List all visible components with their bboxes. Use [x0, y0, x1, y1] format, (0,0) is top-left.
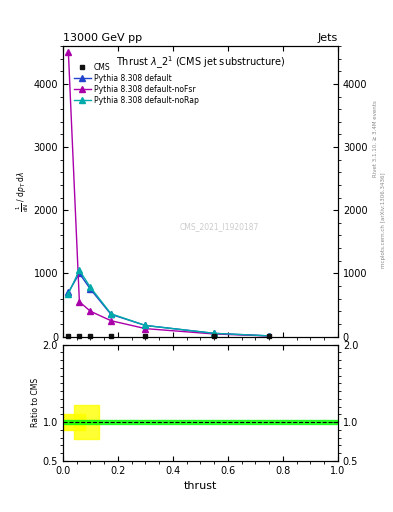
Pythia 8.308 default [143, 323, 148, 329]
CMS [143, 333, 148, 339]
Line: Pythia 8.308 default-noRap: Pythia 8.308 default-noRap [66, 267, 272, 338]
Pythia 8.308 default [108, 311, 114, 317]
Pythia 8.308 default-noFsr [88, 308, 93, 314]
Y-axis label: $\mathrm{\frac{1}{dN}}$ / $\mathrm{d}p_T\,\mathrm{d}\lambda$: $\mathrm{\frac{1}{dN}}$ / $\mathrm{d}p_T… [15, 171, 31, 211]
CMS [88, 333, 93, 339]
CMS [267, 333, 272, 339]
Pythia 8.308 default-noRap [88, 284, 93, 290]
Pythia 8.308 default-noFsr [212, 331, 217, 337]
Text: Thrust $\lambda\_2^1$ (CMS jet substructure): Thrust $\lambda\_2^1$ (CMS jet substruct… [116, 55, 285, 71]
CMS [108, 333, 114, 339]
Text: mcplots.cern.ch [arXiv:1306.3436]: mcplots.cern.ch [arXiv:1306.3436] [382, 173, 386, 268]
Pythia 8.308 default-noFsr [108, 317, 114, 324]
CMS [66, 333, 71, 339]
CMS [212, 333, 217, 339]
Pythia 8.308 default [267, 333, 272, 339]
Line: CMS: CMS [66, 334, 272, 339]
Text: Rivet 3.1.10, ≥ 3.4M events: Rivet 3.1.10, ≥ 3.4M events [373, 100, 378, 177]
Pythia 8.308 default-noFsr [77, 298, 82, 305]
X-axis label: thrust: thrust [184, 481, 217, 491]
Pythia 8.308 default-noRap [108, 311, 114, 317]
Pythia 8.308 default-noRap [212, 330, 217, 336]
Pythia 8.308 default-noRap [143, 323, 148, 329]
Pythia 8.308 default-noFsr [143, 326, 148, 332]
Text: CMS_2021_I1920187: CMS_2021_I1920187 [180, 222, 259, 230]
Pythia 8.308 default-noRap [77, 267, 82, 273]
Pythia 8.308 default-noRap [66, 290, 71, 296]
Pythia 8.308 default-noFsr [66, 49, 71, 55]
Pythia 8.308 default [88, 286, 93, 292]
Line: Pythia 8.308 default-noFsr: Pythia 8.308 default-noFsr [66, 50, 272, 339]
Line: Pythia 8.308 default: Pythia 8.308 default [66, 270, 272, 338]
CMS [77, 333, 82, 339]
Pythia 8.308 default-noRap [267, 333, 272, 339]
Pythia 8.308 default [77, 270, 82, 276]
Legend: CMS, Pythia 8.308 default, Pythia 8.308 default-noFsr, Pythia 8.308 default-noRa: CMS, Pythia 8.308 default, Pythia 8.308 … [72, 61, 200, 106]
Pythia 8.308 default [66, 289, 71, 295]
Pythia 8.308 default [212, 330, 217, 336]
Text: 13000 GeV pp: 13000 GeV pp [63, 33, 142, 42]
Pythia 8.308 default-noFsr [267, 333, 272, 339]
Text: Jets: Jets [318, 33, 338, 42]
Y-axis label: Ratio to CMS: Ratio to CMS [31, 378, 40, 428]
